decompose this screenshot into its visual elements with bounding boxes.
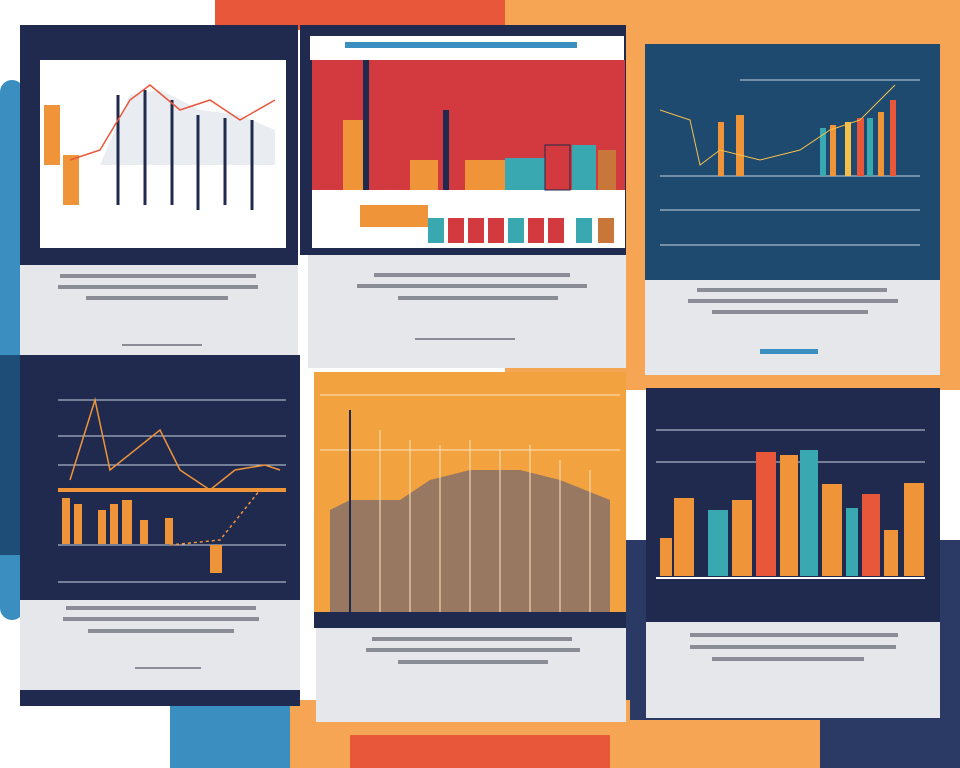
bar [74, 504, 82, 544]
bar [505, 158, 545, 190]
card-body [20, 600, 300, 690]
bar [63, 155, 79, 205]
bar [736, 115, 744, 176]
trend-line [69, 397, 281, 491]
bar [468, 218, 484, 243]
bar [576, 218, 592, 243]
card-body [308, 255, 626, 368]
bar [822, 484, 842, 576]
button [760, 349, 818, 354]
bar [410, 160, 438, 190]
text-line [66, 606, 256, 610]
card-body [20, 265, 298, 355]
bar [830, 125, 836, 176]
text-line [374, 273, 570, 277]
text-line [60, 274, 256, 278]
text-line [398, 660, 548, 664]
text-line [58, 285, 258, 289]
toolbar-bar [345, 42, 577, 48]
bar [62, 498, 70, 544]
text-line [63, 617, 259, 621]
card-strip [314, 612, 626, 628]
card-body [645, 280, 940, 375]
bar [98, 510, 106, 544]
text-line [88, 629, 234, 633]
divider [135, 667, 201, 669]
text-line [712, 657, 864, 661]
bar [732, 500, 752, 576]
text-line [86, 296, 228, 300]
text-line [697, 288, 887, 292]
bar [598, 218, 614, 243]
bar [544, 144, 571, 191]
divider [415, 338, 515, 340]
divider [122, 344, 202, 346]
bar [363, 60, 369, 190]
bar [718, 122, 724, 176]
bg-shape [170, 700, 290, 768]
text-line [357, 284, 587, 288]
bar [660, 538, 672, 576]
bg-shape [350, 735, 610, 768]
bar [210, 545, 222, 573]
bg-shape [620, 720, 820, 768]
text-line [366, 648, 580, 652]
text-line [690, 633, 898, 637]
bar [508, 218, 524, 243]
bar [846, 508, 858, 576]
bar [598, 150, 616, 190]
bar [904, 483, 924, 576]
bar [528, 218, 544, 243]
bar [857, 118, 864, 176]
bar [44, 105, 60, 165]
bar [878, 112, 884, 176]
bar [867, 118, 873, 176]
card-footer [20, 690, 300, 706]
bar [448, 218, 464, 243]
text-line [712, 310, 868, 314]
bar [780, 455, 798, 576]
text-line [688, 299, 898, 303]
chart-area [40, 165, 286, 248]
bar [845, 122, 851, 176]
text-line [690, 645, 896, 649]
band [58, 488, 286, 492]
bar [884, 530, 898, 576]
text-line [372, 637, 572, 641]
bar [708, 510, 728, 576]
bar [800, 450, 818, 576]
bar [165, 518, 173, 544]
trend-line [659, 84, 896, 166]
trend-line [69, 84, 276, 161]
bar [465, 160, 505, 190]
bar [443, 110, 449, 190]
bar [890, 100, 896, 176]
bar [122, 500, 132, 544]
card-body [646, 622, 940, 718]
bar [572, 145, 596, 190]
card-body [316, 628, 626, 722]
bar [488, 218, 504, 243]
bar [862, 494, 880, 576]
bar [360, 205, 428, 227]
bar [756, 452, 776, 576]
bar [140, 520, 148, 544]
bar [110, 504, 118, 544]
bar [820, 128, 826, 176]
card-header [20, 355, 300, 600]
text-line [398, 296, 558, 300]
bar [343, 120, 365, 190]
bar [428, 218, 444, 243]
trend-line [169, 489, 261, 546]
bar [548, 218, 564, 243]
bar [674, 498, 694, 576]
